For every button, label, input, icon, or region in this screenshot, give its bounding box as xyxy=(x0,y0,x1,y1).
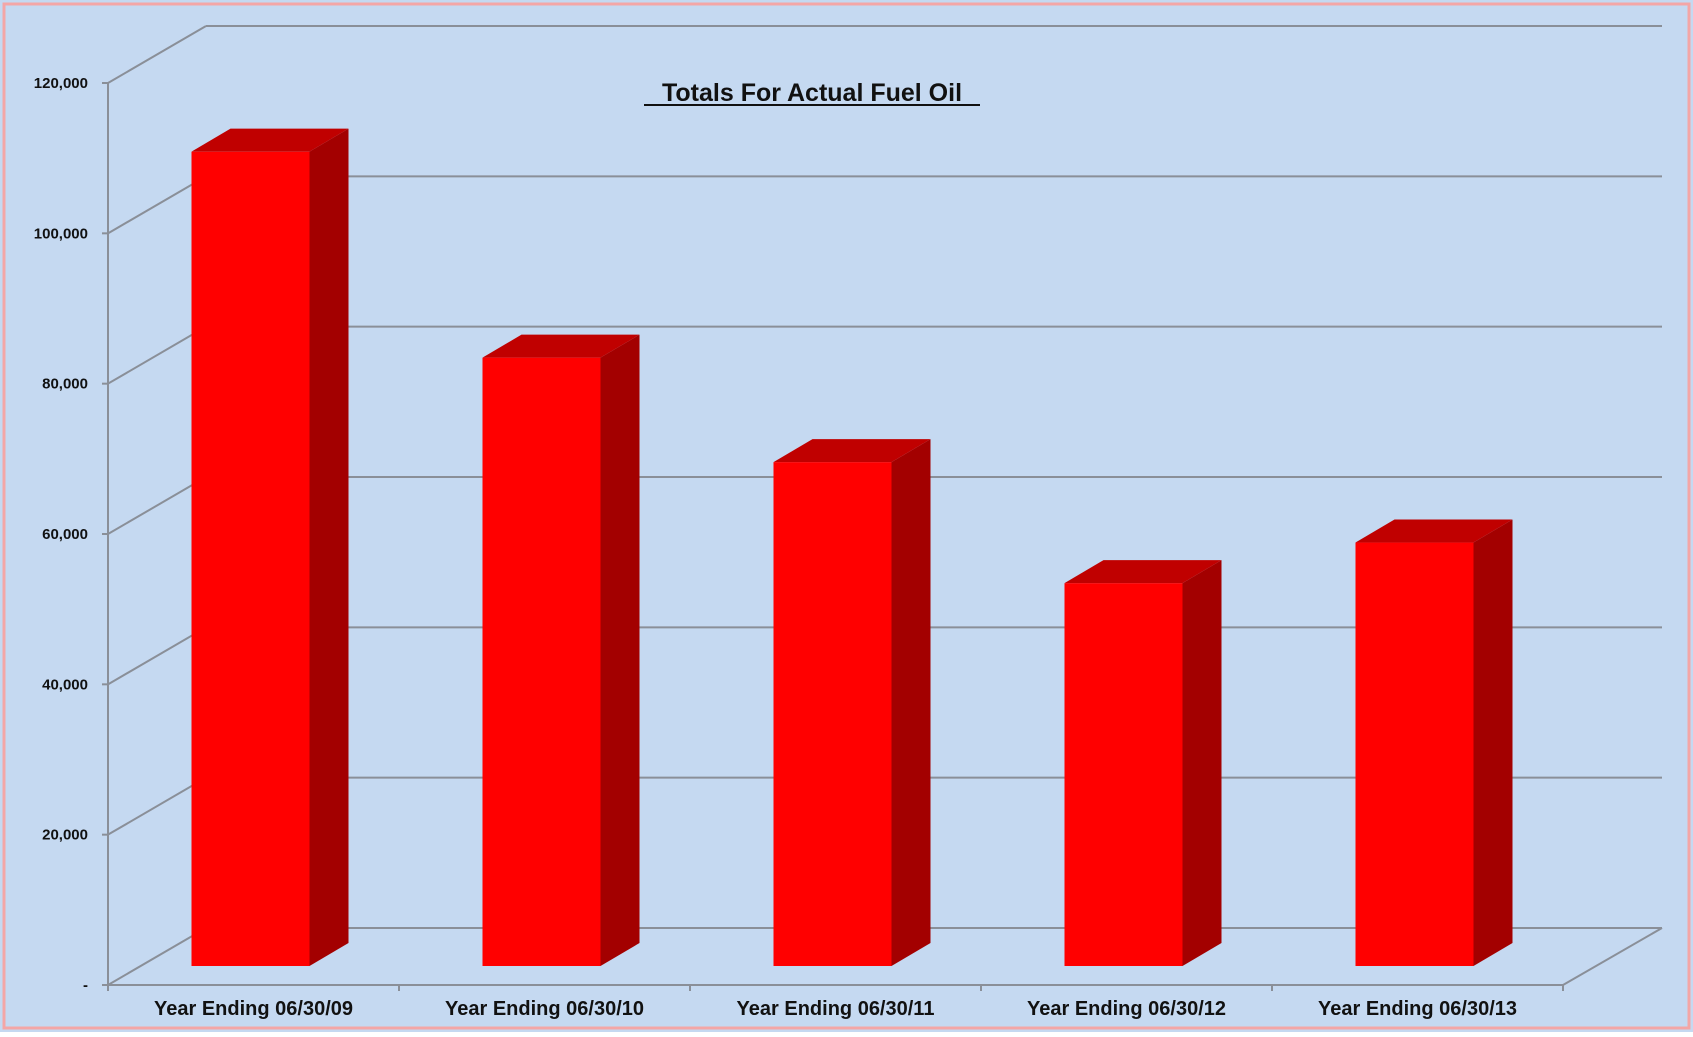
gridline-side xyxy=(107,325,207,385)
bar xyxy=(482,357,601,966)
bar xyxy=(1064,583,1183,966)
y-tick-label: - xyxy=(83,977,88,994)
gridline-side xyxy=(107,175,207,235)
x-tick-label: Year Ending 06/30/12 xyxy=(1027,998,1226,1020)
axes xyxy=(102,82,1663,991)
gridline-side xyxy=(107,25,207,84)
bar-top xyxy=(773,439,931,463)
axis-labels: - 20,000 40,000 60,000 80,000 100,000 120,000 Y… xyxy=(34,75,1517,1020)
bar xyxy=(773,462,892,966)
bar-top xyxy=(1355,519,1513,543)
y-tick-label: 60,000 xyxy=(42,526,88,543)
gridline-side xyxy=(107,626,207,686)
gridline-side xyxy=(107,476,207,535)
bar-top xyxy=(191,128,349,152)
gridline-side xyxy=(107,776,207,836)
bar xyxy=(191,151,310,966)
y-tick-label: 40,000 xyxy=(42,676,88,693)
bar-top xyxy=(482,334,640,358)
gridline-side xyxy=(107,927,207,986)
x-tick-label: Year Ending 06/30/09 xyxy=(154,998,353,1020)
bar-side xyxy=(309,128,349,966)
y-tick-label: 120,000 xyxy=(34,75,88,92)
bar-side xyxy=(600,334,640,966)
y-tick-label: 20,000 xyxy=(42,827,88,844)
x-tick-label: Year Ending 06/30/13 xyxy=(1318,998,1517,1020)
y-tick-label: 80,000 xyxy=(42,376,88,393)
x-tick-label: Year Ending 06/30/10 xyxy=(445,998,644,1020)
bar-side xyxy=(891,439,931,966)
bar-side xyxy=(1473,519,1513,966)
floor-right-edge xyxy=(1562,927,1663,986)
bar xyxy=(1355,542,1474,966)
chart-title: Totals For Actual Fuel Oil xyxy=(662,79,962,107)
bars xyxy=(191,128,1513,966)
bar-side xyxy=(1182,560,1222,966)
y-tick-label: 100,000 xyxy=(34,225,88,242)
x-tick-label: Year Ending 06/30/11 xyxy=(737,998,935,1020)
bar-top xyxy=(1064,560,1222,584)
